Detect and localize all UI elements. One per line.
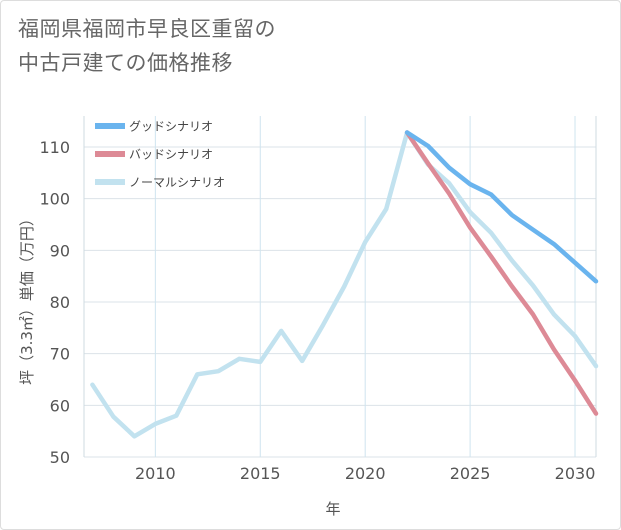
legend-label-normal: ノーマルシナリオ — [129, 176, 225, 190]
y-tick-label-110: 110 — [39, 138, 70, 157]
chart-title-line-2: 中古戸建ての価格推移 — [18, 51, 233, 75]
legend-label-good: グッドシナリオ — [129, 120, 213, 134]
chart-title: 福岡県福岡市早良区重留の 中古戸建ての価格推移 — [18, 12, 276, 80]
y-tick-label-80: 80 — [50, 293, 70, 312]
legend-label-bad: バッドシナリオ — [129, 148, 213, 162]
y-tick-label-100: 100 — [39, 190, 70, 209]
series-line-bad — [404, 130, 599, 416]
grid-lines — [83, 116, 597, 458]
x-tick-label-2010: 2010 — [135, 464, 176, 483]
series-lines — [90, 130, 599, 439]
y-tick-label-90: 90 — [50, 241, 70, 260]
x-tick-label-2025: 2025 — [450, 464, 491, 483]
chart-title-line-1: 福岡県福岡市早良区重留の — [18, 17, 276, 41]
y-tick-label-60: 60 — [50, 396, 70, 415]
y-axis-label: 坪（3.3㎡）単価（万円） — [18, 211, 36, 385]
series-line-normal — [90, 130, 599, 439]
series-line-good — [404, 130, 599, 284]
y-tick-label-70: 70 — [50, 345, 70, 364]
x-tick-label-2030: 2030 — [555, 464, 596, 483]
x-tick-label-2015: 2015 — [240, 464, 281, 483]
x-axis-label: 年 — [325, 500, 340, 518]
x-tick-label-2020: 2020 — [345, 464, 386, 483]
y-tick-label-50: 50 — [50, 448, 70, 467]
axis-ticks: 50 60 70 80 90 100 110 2010 2015 2020 2025 2030 — [39, 138, 595, 483]
